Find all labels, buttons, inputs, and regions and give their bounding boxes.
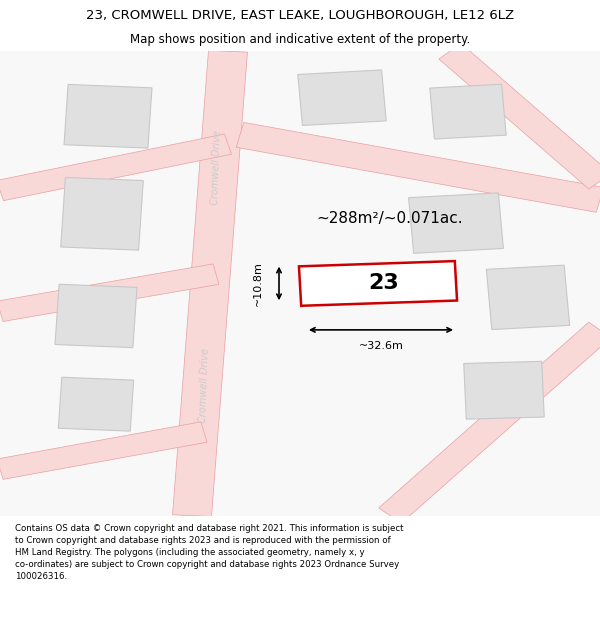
Bar	[58, 378, 134, 431]
Bar	[464, 361, 544, 419]
Text: ~10.8m: ~10.8m	[253, 261, 263, 306]
Bar	[487, 265, 569, 329]
Text: 23: 23	[368, 273, 400, 293]
Polygon shape	[0, 422, 207, 479]
Text: ~32.6m: ~32.6m	[359, 341, 403, 351]
Polygon shape	[439, 44, 600, 189]
Bar	[55, 284, 137, 348]
Polygon shape	[379, 322, 600, 523]
Bar	[299, 261, 457, 306]
Bar	[430, 84, 506, 139]
Polygon shape	[236, 122, 600, 212]
Text: Cromwell Drive: Cromwell Drive	[197, 348, 211, 423]
Text: ~288m²/~0.071ac.: ~288m²/~0.071ac.	[317, 211, 463, 226]
Bar	[61, 177, 143, 250]
Text: Cromwell Drive: Cromwell Drive	[209, 130, 223, 205]
Text: Contains OS data © Crown copyright and database right 2021. This information is : Contains OS data © Crown copyright and d…	[15, 524, 404, 581]
Polygon shape	[0, 134, 232, 201]
Bar	[409, 193, 503, 253]
Text: Map shows position and indicative extent of the property.: Map shows position and indicative extent…	[130, 34, 470, 46]
Polygon shape	[0, 264, 219, 321]
Text: 23, CROMWELL DRIVE, EAST LEAKE, LOUGHBOROUGH, LE12 6LZ: 23, CROMWELL DRIVE, EAST LEAKE, LOUGHBOR…	[86, 9, 514, 22]
Polygon shape	[173, 51, 247, 516]
Bar	[64, 84, 152, 148]
Bar	[298, 70, 386, 126]
